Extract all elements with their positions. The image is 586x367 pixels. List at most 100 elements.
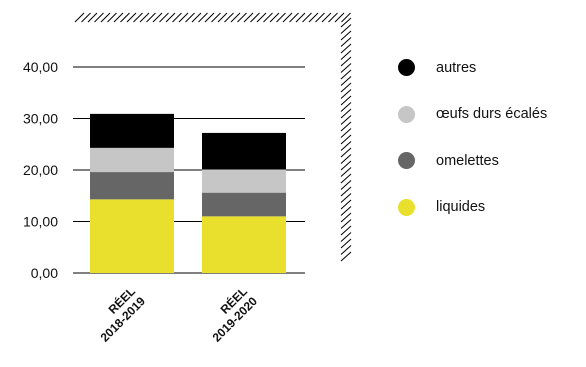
hatch-line (165, 12, 176, 23)
hatch-line (340, 82, 352, 93)
hatch-line (340, 69, 352, 80)
hatch-line (340, 225, 352, 236)
hatch-line (340, 238, 352, 249)
legend-swatch-oeufs (398, 105, 415, 123)
hatch-line (191, 12, 202, 23)
hatch-line (340, 95, 352, 106)
hatch-line (341, 12, 351, 23)
bar-segment-liquides (90, 199, 174, 273)
hatch-line (340, 193, 352, 203)
hatch-line (256, 12, 267, 23)
hatch-line (243, 12, 254, 23)
bar-segment-omelettes (202, 192, 286, 217)
hatch-line (340, 212, 352, 223)
hatch-line (340, 63, 352, 73)
hatch-line (146, 12, 156, 23)
bar-segment-autres (202, 132, 286, 170)
hatch-line (328, 12, 338, 23)
hatch-line (302, 12, 312, 23)
hatch-line (152, 12, 163, 23)
hatch-line (340, 37, 352, 47)
hatch-line (340, 108, 352, 119)
legend-label-omelettes: omelettes (436, 152, 499, 169)
hatch-line (340, 56, 352, 67)
bar-segment-autres (90, 113, 174, 148)
hatch-line (74, 12, 85, 23)
hatch-line (87, 12, 98, 23)
hatch-line (308, 12, 319, 23)
hatch-line (139, 12, 150, 23)
hatch-line (340, 89, 352, 99)
hatch-line (340, 206, 352, 216)
hatch-line (113, 12, 124, 23)
hatch-line (340, 199, 352, 210)
hatch-line (340, 17, 352, 28)
hatch-line (126, 12, 137, 23)
bar-segment-liquides (202, 216, 286, 273)
hatch-line (340, 186, 352, 197)
legend-swatch-autres (398, 59, 415, 76)
hatch-line (334, 12, 345, 23)
hatch-line (282, 12, 293, 23)
hatch-line (340, 43, 352, 54)
hatch-line (172, 12, 182, 23)
legend-swatch-liquides (398, 198, 415, 216)
y-tick-label: 40,00 (23, 59, 58, 75)
hatch-line (250, 12, 260, 23)
hatch-line (340, 245, 352, 255)
hatch-line (340, 115, 352, 125)
hatch-line (340, 24, 352, 34)
hatch-line (100, 12, 111, 23)
hatch-line (340, 50, 352, 60)
hatch-line (340, 141, 352, 151)
hatch-line (211, 12, 221, 23)
hatch-line (269, 12, 280, 23)
hatch-line (340, 251, 352, 262)
hatch-line (224, 12, 234, 23)
hatch-line (276, 12, 286, 23)
hatch-line (315, 12, 325, 23)
legend-label-autres: autres (436, 59, 477, 76)
y-tick-label: 10,00 (23, 214, 58, 230)
legend-item-liquides: liquides (398, 196, 586, 219)
bar-segment-ufsdurscals (202, 169, 286, 193)
hatch-line (340, 173, 352, 184)
hatch-line (340, 167, 352, 177)
hatch-line (340, 160, 352, 171)
hatch-line (230, 12, 241, 23)
bar-segment-ufsdurscals (90, 147, 174, 173)
hatch-line (340, 121, 352, 132)
hatch-line (159, 12, 169, 23)
hatch-line (340, 102, 352, 112)
hatch-line (178, 12, 189, 23)
hatch-line (217, 12, 228, 23)
hatch-line (120, 12, 130, 23)
hatch-line (237, 12, 247, 23)
legend-label-oeufs: œufs durs écalés (436, 106, 548, 122)
hatch-line (340, 128, 352, 138)
hatch-frame (74, 12, 352, 262)
hatch-line (94, 12, 104, 23)
chart-legend: autres œufs durs écalés omelettes liquid… (398, 56, 586, 242)
y-tick-label: 0,00 (31, 265, 58, 281)
hatch-line (321, 12, 332, 23)
hatch-line (340, 147, 352, 158)
hatch-line (340, 154, 352, 164)
bar-segment-omelettes (90, 172, 174, 200)
hatch-line (185, 12, 195, 23)
y-tick-label: 30,00 (23, 111, 58, 127)
hatch-line (295, 12, 306, 23)
hatch-line (107, 12, 117, 23)
hatch-line (340, 219, 352, 229)
hatch-line (340, 134, 352, 145)
y-tick-label: 20,00 (23, 162, 58, 178)
hatch-line (289, 12, 299, 23)
legend-item-oeufs: œufs durs écalés (398, 103, 586, 126)
legend-label-liquides: liquides (436, 199, 486, 215)
legend-item-omelettes: omelettes (398, 149, 586, 172)
hatch-line (198, 12, 208, 23)
legend-item-autres: autres (398, 56, 586, 79)
hatch-line (263, 12, 273, 23)
